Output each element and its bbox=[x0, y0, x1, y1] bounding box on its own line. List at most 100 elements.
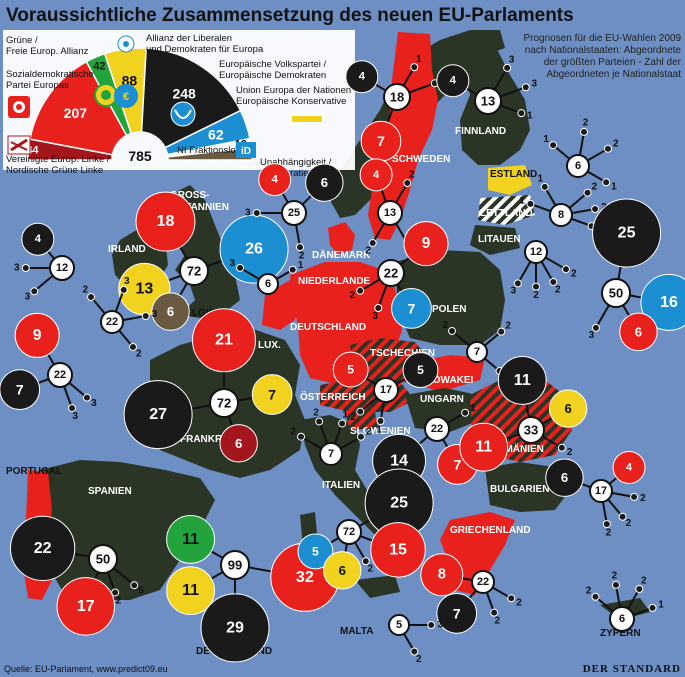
party-value: 5 bbox=[312, 544, 319, 558]
party-value: 3 bbox=[437, 620, 443, 631]
party-value: 11 bbox=[182, 582, 199, 599]
country-label: MALTA bbox=[340, 626, 374, 637]
country-hub bbox=[466, 341, 488, 363]
party-bubble bbox=[14, 312, 60, 358]
party-bubble bbox=[619, 312, 658, 352]
country-label: ÖSTERREICH bbox=[300, 390, 366, 403]
party-bubble bbox=[436, 592, 478, 634]
party-bubble bbox=[540, 182, 549, 191]
party-bubble bbox=[549, 277, 558, 286]
country-node: 3 1 6 bbox=[230, 258, 304, 295]
country-hub bbox=[549, 203, 573, 227]
party-bubble bbox=[602, 178, 611, 187]
indem-logo: iD bbox=[236, 142, 256, 158]
legend-liberale-line1: Allianz der Liberalen bbox=[146, 33, 232, 44]
party-value: 2 bbox=[115, 595, 121, 606]
party-value: 2 bbox=[606, 527, 612, 538]
party-value: 2 bbox=[571, 268, 577, 279]
country-total: 22 bbox=[431, 423, 443, 435]
country-label: ZYPERN bbox=[600, 628, 641, 639]
party-bubble bbox=[9, 515, 76, 581]
country-node: 9 7 3 3 22 bbox=[0, 312, 97, 422]
party-value: 4 bbox=[373, 169, 380, 181]
party-bubble bbox=[420, 553, 464, 597]
party-bubble bbox=[402, 352, 439, 389]
party-value: 5 bbox=[138, 586, 144, 597]
hemicycle-value: 42 bbox=[93, 60, 105, 72]
denmark-shape bbox=[328, 222, 355, 255]
party-value: 3 bbox=[152, 309, 158, 320]
country-label: SLOWENIEN bbox=[350, 426, 411, 437]
party-value: 2 bbox=[567, 447, 573, 458]
legend-linke-line1: Vereinigte Europ. Linke / bbox=[6, 154, 110, 165]
country-node: 3 2 5 bbox=[388, 614, 443, 665]
party-bubble bbox=[297, 533, 334, 570]
country-label: ITALIEN bbox=[322, 480, 360, 491]
party-value: 2 bbox=[442, 320, 448, 331]
party-bubble bbox=[356, 286, 365, 295]
country-hub bbox=[474, 87, 502, 115]
party-bubble bbox=[561, 265, 570, 274]
party-value: 9 bbox=[33, 327, 42, 344]
country-total: 6 bbox=[619, 613, 625, 625]
party-bubble bbox=[166, 566, 215, 616]
party-value: 2 bbox=[555, 284, 561, 295]
country-hub bbox=[179, 256, 209, 286]
party-value: 2 bbox=[586, 585, 592, 596]
country-total: 22 bbox=[106, 316, 118, 328]
party-value: 3 bbox=[589, 330, 595, 341]
country-total: 50 bbox=[609, 286, 623, 301]
party-value: 3 bbox=[372, 311, 378, 322]
party-value: 15 bbox=[389, 541, 407, 558]
party-value: 25 bbox=[618, 225, 636, 242]
party-bubble bbox=[0, 369, 41, 411]
country-hub bbox=[388, 614, 410, 636]
country-total: 22 bbox=[477, 576, 489, 588]
party-value: 1 bbox=[342, 410, 348, 421]
party-value: 1 bbox=[470, 403, 476, 414]
legend-spe-line1: Sozialdemokratische bbox=[6, 69, 94, 80]
party-value: 2 bbox=[494, 616, 500, 627]
country-total: 7 bbox=[328, 448, 334, 460]
hemicycle-value: 248 bbox=[172, 85, 196, 101]
subtitle-line-4: Abgeordneten je Nationalstaat bbox=[546, 69, 681, 80]
party-value: 7 bbox=[16, 382, 24, 398]
party-value: 3 bbox=[14, 263, 20, 274]
country-label: TSCHECHIEN bbox=[370, 348, 435, 359]
country-total: 6 bbox=[575, 160, 581, 172]
party-bubble bbox=[592, 198, 662, 268]
country-total: 22 bbox=[54, 369, 66, 381]
parliament-hemicycle: 442074288248621926785 bbox=[26, 47, 253, 164]
party-bubble bbox=[82, 393, 91, 402]
country-total: 12 bbox=[56, 262, 68, 274]
party-value: 3 bbox=[25, 292, 31, 303]
party-bubble bbox=[591, 592, 600, 601]
party-value: 3 bbox=[531, 79, 537, 90]
party-value: 3 bbox=[230, 258, 236, 269]
party-value: 2 bbox=[365, 245, 371, 256]
party-bubble bbox=[359, 158, 393, 192]
party-bubble bbox=[356, 407, 365, 416]
country-label: GROSS- bbox=[170, 190, 209, 201]
evp-logo bbox=[170, 101, 196, 127]
party-value: 4 bbox=[626, 461, 633, 473]
country-hub bbox=[220, 550, 250, 580]
country-node: 423213 bbox=[359, 158, 416, 258]
party-value: 1 bbox=[519, 195, 525, 206]
country-node: 25 15 5 6 2 72 bbox=[297, 468, 434, 590]
country-hub bbox=[373, 377, 399, 403]
party-bubble bbox=[296, 243, 305, 252]
country-hub bbox=[609, 606, 635, 632]
country-hub bbox=[524, 240, 548, 264]
country-hub bbox=[49, 255, 75, 281]
country-total: 17 bbox=[380, 384, 392, 396]
party-value: 5 bbox=[417, 363, 424, 377]
party-value: 2 bbox=[416, 654, 422, 665]
country-total: 17 bbox=[595, 485, 607, 497]
country-hub bbox=[377, 200, 403, 226]
party-value: 2 bbox=[613, 139, 619, 150]
party-bubble bbox=[323, 551, 362, 590]
